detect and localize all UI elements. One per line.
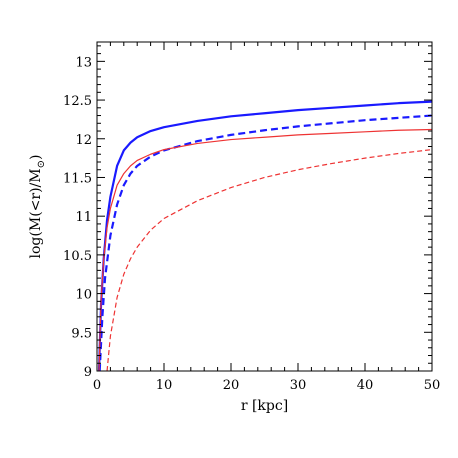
x-axis-title: r [kpc] bbox=[241, 398, 288, 414]
series-layer bbox=[97, 100, 432, 371]
plot-frame bbox=[96, 41, 433, 372]
y-tick-label: 9.5 bbox=[71, 326, 92, 341]
y-tick-label: 12 bbox=[75, 133, 92, 148]
x-tick-label: 10 bbox=[156, 378, 173, 393]
y-axis-title-subscript: ⊙ bbox=[36, 160, 47, 168]
y-tick-label: 13 bbox=[75, 55, 92, 70]
y-tick-label: 10.5 bbox=[63, 249, 92, 264]
tick-layer bbox=[96, 42, 433, 372]
x-tick-label: 20 bbox=[223, 378, 240, 393]
solid-thin-series-line-3 bbox=[98, 128, 432, 371]
y-axis-title-close: ) bbox=[28, 155, 44, 160]
x-tick-label: 0 bbox=[93, 378, 101, 393]
y-tick-label: 12.5 bbox=[63, 94, 92, 109]
y-tick-label: 10 bbox=[75, 288, 92, 303]
x-tick-label: 30 bbox=[290, 378, 307, 393]
x-tick-label: 40 bbox=[357, 378, 374, 393]
dashed-thick-series-line-2 bbox=[98, 114, 432, 371]
y-axis-title: log(M(<r)/M⊙) bbox=[28, 155, 47, 259]
y-tick-label: 11.5 bbox=[63, 171, 92, 186]
tick-label-layer: 0 10 20 30 40 50 9 9.5 10 10.5 11 11.5 12 12.5 13 bbox=[63, 55, 440, 393]
dashed-thin-series-line-4 bbox=[106, 149, 432, 371]
y-tick-label: 9 bbox=[84, 365, 92, 380]
y-tick-label: 11 bbox=[75, 210, 92, 225]
solid-thick-series-line-1 bbox=[97, 100, 432, 371]
x-tick-label: 50 bbox=[424, 378, 441, 393]
y-axis-title-main: log(M(<r)/M bbox=[28, 168, 44, 258]
